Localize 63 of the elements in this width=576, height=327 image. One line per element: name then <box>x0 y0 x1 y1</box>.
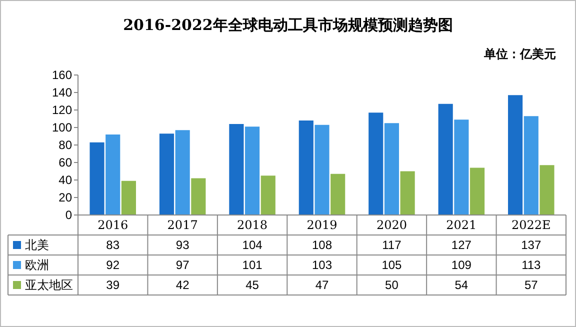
data-label: 57 <box>524 278 538 292</box>
data-label: 42 <box>176 278 190 292</box>
data-label: 105 <box>382 258 402 272</box>
x-tick-label: 2018 <box>237 218 268 232</box>
y-tick-label: 140 <box>52 86 72 100</box>
x-tick-label: 2017 <box>167 218 198 232</box>
legend-label: 亚太地区 <box>25 278 73 292</box>
bar <box>229 124 244 215</box>
y-tick-label: 20 <box>58 190 72 205</box>
x-tick-label: 2019 <box>306 218 338 232</box>
x-tick-label: 2022E <box>511 218 551 232</box>
bar <box>330 174 346 215</box>
data-label: 137 <box>521 238 542 252</box>
y-tick-label: 160 <box>52 68 72 82</box>
bar <box>438 104 453 215</box>
data-label: 101 <box>242 258 263 272</box>
data-label: 127 <box>451 238 472 252</box>
y-tick-label: 40 <box>58 173 72 188</box>
y-tick-label: 80 <box>58 138 72 152</box>
bar <box>400 171 415 215</box>
bar <box>175 130 190 215</box>
x-tick-label: 2016 <box>98 218 128 232</box>
bar <box>244 126 260 215</box>
bar <box>368 112 384 215</box>
legend-label: 北美 <box>25 238 49 252</box>
bar <box>191 178 206 215</box>
bar <box>470 168 485 215</box>
legend-label: 欧洲 <box>25 258 49 272</box>
bar <box>454 120 469 215</box>
data-label: 97 <box>176 258 190 272</box>
data-label: 50 <box>385 278 399 292</box>
bar <box>298 120 314 215</box>
text: 单位：亿美元 <box>483 47 556 61</box>
chart-title: 2016-2022年全球电动工具市场规模预测趋势图 <box>123 16 453 34</box>
bar <box>106 134 120 215</box>
bar <box>90 142 104 215</box>
x-tick-label: 2021 <box>446 218 477 232</box>
data-label: 109 <box>451 258 472 272</box>
bar <box>384 123 400 215</box>
bar <box>540 165 554 215</box>
y-tick-label: 120 <box>52 103 72 118</box>
data-label: 108 <box>312 238 332 252</box>
data-label: 93 <box>176 238 190 252</box>
bar <box>260 176 276 215</box>
bar <box>524 116 538 215</box>
data-label: 83 <box>106 238 120 252</box>
data-label: 117 <box>382 238 402 252</box>
bar <box>508 95 523 215</box>
data-label: 45 <box>246 278 260 292</box>
y-tick-label: 60 <box>58 156 72 170</box>
data-label: 47 <box>315 278 329 292</box>
bar <box>314 124 330 215</box>
bar <box>121 180 136 215</box>
y-tick-label: 100 <box>52 120 72 135</box>
data-label: 104 <box>242 238 263 252</box>
y-tick-label: 0 <box>65 208 72 222</box>
data-label: 39 <box>106 278 120 292</box>
x-tick-label: 2020 <box>376 218 407 232</box>
bar <box>159 134 174 215</box>
data-label: 92 <box>106 258 120 272</box>
data-label: 103 <box>312 258 332 272</box>
data-label: 54 <box>454 278 468 292</box>
data-label: 113 <box>522 258 542 272</box>
